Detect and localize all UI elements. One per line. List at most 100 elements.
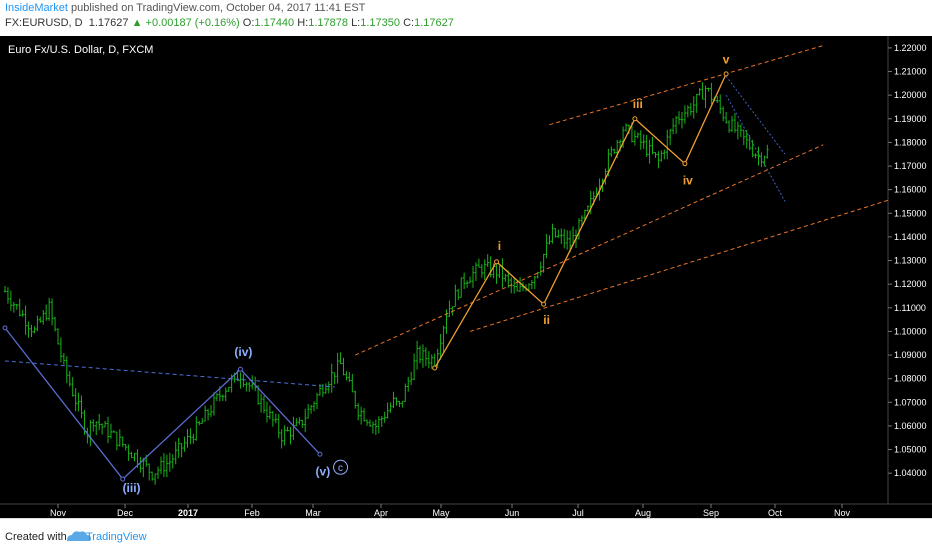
tradingview-brand[interactable]: TradingView [86,531,147,543]
candle [306,404,310,419]
candle [736,121,740,140]
candle [530,279,534,290]
candle [507,270,510,288]
candle [504,273,507,282]
candle [298,417,301,425]
candle [39,316,42,323]
candle [568,230,572,253]
candle [521,282,525,292]
wave-point [541,301,547,307]
wave-circle-c [333,459,349,475]
candle [362,408,366,422]
channel-upper-line [549,45,824,126]
tradingview-logo-icon [67,531,91,541]
candle [483,259,487,281]
candle [121,436,125,448]
open-label: O: [242,17,255,29]
candle [24,305,27,335]
candle [56,328,60,345]
wave-label: (v) [316,464,331,478]
x-tick-label: Apr [374,508,388,518]
candle [474,262,478,281]
candle [224,387,228,402]
candle [359,406,363,425]
author-link[interactable]: InsideMarket [5,2,68,14]
close-value: 1.17627 [414,17,454,29]
candle [268,405,272,420]
chart-area[interactable]: Euro Fx/U.S. Dollar, D, FXCM 1.22000 1.210… [0,36,932,518]
candle [259,393,263,413]
y-tick-label: 1.19000 [894,114,927,124]
candle [674,116,678,134]
candle [265,401,269,423]
candle [36,315,39,332]
candle [215,392,219,402]
candle [153,473,157,485]
high-label: H: [297,17,309,29]
x-tick-label: 2017 [178,508,198,518]
candle [477,258,481,268]
candle [424,347,428,367]
candle [462,272,466,290]
candle [147,463,151,481]
candle [206,408,210,421]
x-tick-label: Nov [834,508,851,518]
low-value: 1.17350 [360,17,401,29]
y-tick-label: 1.10000 [894,326,927,336]
candle [621,126,625,148]
candle [577,218,581,240]
candle [333,372,336,385]
candle [686,105,690,118]
candle [92,419,95,432]
candle [680,112,684,129]
candle [300,419,304,428]
candle [398,400,401,408]
wave-point [317,451,323,457]
candle [30,324,33,338]
candle [636,132,640,139]
candle [41,310,45,325]
candle [715,95,719,104]
candle [380,416,384,427]
candle [109,423,113,439]
candle [124,443,127,451]
candle [586,205,590,212]
candle [295,418,298,427]
candle [62,353,66,365]
channel-middle-line [355,144,824,356]
candle [495,263,498,284]
candle [348,371,351,382]
price-chart[interactable]: Euro Fx/U.S. Dollar, D, FXCM 1.22000 1.210… [0,36,932,518]
chart-background [0,36,932,518]
candle [677,111,681,125]
candle [518,277,522,293]
wave-point [432,365,438,371]
candle [639,130,643,150]
chart-title: Euro Fx/U.S. Dollar, D, FXCM [8,44,153,56]
candle [142,457,145,478]
candle [324,383,328,394]
candle [77,392,80,412]
candle [406,376,410,392]
last-price: 1.17627 [88,17,129,29]
candle [342,357,345,376]
candle [180,443,183,458]
candle [277,414,281,439]
candle [430,354,434,369]
candle [633,130,637,146]
candle [766,144,769,159]
candle [439,333,442,360]
symbol-label: FX:EURUSD, D [5,17,83,29]
candle [583,209,587,220]
candle [739,124,743,137]
candle [156,466,160,480]
y-tick-label: 1.07000 [894,397,927,407]
candle [345,371,348,381]
candle [545,234,548,259]
candle [624,123,628,132]
y-tick-label: 1.05000 [894,445,927,455]
change-value: ▲ +0.00187 (+0.16%) [131,17,240,29]
y-tick-label: 1.16000 [894,185,927,195]
candle [100,423,104,435]
candle [280,429,283,449]
